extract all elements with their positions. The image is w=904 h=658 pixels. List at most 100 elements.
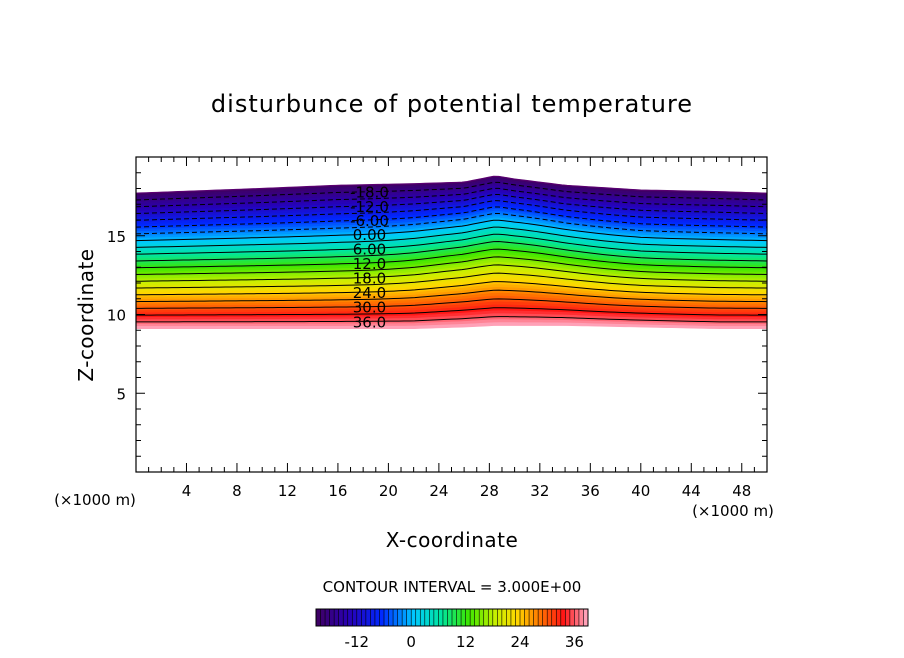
colorbar-cell: [497, 609, 503, 626]
colorbar-cell: [442, 609, 448, 626]
colorbar-cell: [556, 609, 562, 626]
contour-line: [135, 200, 768, 221]
contour-line: [135, 181, 768, 201]
colorbar-tick-label: 0: [406, 633, 416, 651]
colorbar-cell: [533, 609, 539, 626]
contour-line: [135, 226, 768, 248]
colorbar-cell: [384, 609, 389, 626]
colorbar-cell: [583, 609, 589, 626]
colorbar-cell: [356, 609, 362, 626]
colorbar-tick-label: 24: [510, 633, 529, 651]
colorbar-cell: [461, 609, 466, 626]
contour-line: [135, 206, 768, 228]
colorbar-cell: [370, 609, 376, 626]
contour-label: -18.0: [350, 184, 389, 202]
x-tick-labels: 4 8 12 16 20 24 28 32 36 40 44 48: [182, 482, 752, 500]
colorbar-cell: [325, 609, 330, 626]
colorbar-tick-labels: -12 0 12 24 36: [345, 633, 584, 651]
colorbar-cell: [393, 609, 398, 626]
colorbar-cell: [361, 609, 367, 626]
colorbar-cell: [506, 609, 512, 626]
colorbar-cell: [470, 609, 475, 626]
colorbar-cell: [565, 609, 571, 626]
colorbar-cell: [420, 609, 426, 626]
colorbar-cell: [320, 609, 326, 626]
x-tick-label: 16: [328, 482, 347, 500]
contour-line: [135, 316, 768, 323]
colorbar-cell: [402, 609, 407, 626]
colorbar-cell: [352, 609, 358, 626]
colorbar-cell: [474, 609, 480, 626]
colorbar: [315, 608, 589, 627]
colorbar-cell: [447, 609, 453, 626]
x-axis-unit: (×1000 m): [692, 502, 774, 520]
contour-label: -12.0: [350, 198, 389, 216]
colorbar-cell: [334, 609, 339, 626]
colorbar-cell: [515, 609, 521, 626]
contour-line: [135, 213, 768, 235]
colorbar-cell: [365, 609, 371, 626]
colorbar-cell: [538, 609, 543, 626]
colorbar-cell: [424, 609, 430, 626]
colorbar-cell: [374, 609, 380, 626]
colorbar-cell: [316, 609, 321, 626]
x-tick-label: 12: [278, 482, 297, 500]
y-tick-label: 5: [116, 385, 126, 403]
x-tick-label: 20: [379, 482, 398, 500]
contour-line-layer: [135, 175, 768, 323]
contour-label: 36.0: [353, 313, 386, 331]
colorbar-cell: [465, 609, 471, 626]
colorbar-cell: [578, 609, 584, 626]
colorbar-cell: [343, 609, 349, 626]
contour-line: [135, 248, 768, 269]
colorbar-cell: [551, 609, 557, 626]
contour-label-layer: -18.0-12.0-6.000.006.0012.018.024.030.03…: [350, 184, 389, 332]
axis-ticks: [136, 157, 767, 472]
colorbar-cell: [524, 609, 530, 626]
x-tick-label: 48: [732, 482, 751, 500]
contour-label: 0.00: [353, 226, 386, 244]
y-axis-label: Z-coordinate: [74, 248, 98, 381]
colorbar-cell: [560, 609, 566, 626]
colorbar-tick-label: -12: [345, 633, 370, 651]
y-tick-label: 10: [107, 307, 126, 325]
colorbar-cell: [329, 609, 335, 626]
colorbar-cell: [456, 609, 462, 626]
y-tick-labels: 5 10 15: [107, 228, 126, 404]
contour-line: [135, 281, 768, 296]
colorbar-tick-label: 12: [456, 633, 475, 651]
colorbar-cell: [488, 609, 494, 626]
x-tick-label: 44: [682, 482, 701, 500]
colorbar-cell: [520, 609, 525, 626]
contour-interval-label: CONTOUR INTERVAL = 3.000E+00: [323, 578, 582, 596]
x-tick-label: 40: [631, 482, 650, 500]
colorbar-cell: [429, 609, 435, 626]
contour-line: [135, 219, 768, 242]
x-tick-label: 8: [232, 482, 242, 500]
colorbar-cell: [438, 609, 444, 626]
colorbar-cell: [483, 609, 489, 626]
colorbar-tick-label: 36: [565, 633, 584, 651]
x-tick-label: 36: [581, 482, 600, 500]
x-tick-label: 28: [480, 482, 499, 500]
colorbar-cell: [501, 609, 507, 626]
contour-line: [135, 187, 768, 208]
contour-label: 24.0: [353, 284, 386, 302]
contour-label: 6.00: [353, 241, 386, 259]
colorbar-cell: [569, 609, 575, 626]
colorbar-cell: [452, 609, 457, 626]
contour-label: 30.0: [353, 299, 386, 317]
x-tick-label: 32: [530, 482, 549, 500]
colorbar-cell: [411, 609, 417, 626]
colorbar-cell: [529, 609, 534, 626]
colorbar-cell: [510, 609, 516, 626]
colorbar-cell: [397, 609, 403, 626]
colorbar-cell: [388, 609, 394, 626]
z-axis-unit: (×1000 m): [54, 491, 136, 509]
contour-line: [135, 193, 768, 215]
x-tick-label: 24: [429, 482, 448, 500]
colorbar-cell: [492, 609, 498, 626]
chart-title: disturbunce of potential temperature: [211, 90, 693, 118]
colorbar-cell: [479, 609, 485, 626]
